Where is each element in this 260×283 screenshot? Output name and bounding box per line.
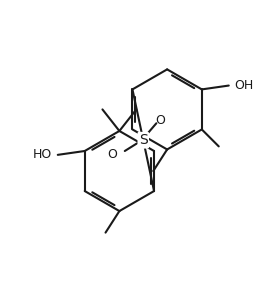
Text: OH: OH	[234, 79, 254, 92]
Text: O: O	[155, 114, 165, 127]
Text: O: O	[107, 147, 117, 160]
Text: HO: HO	[33, 148, 52, 161]
Text: S: S	[139, 133, 148, 147]
